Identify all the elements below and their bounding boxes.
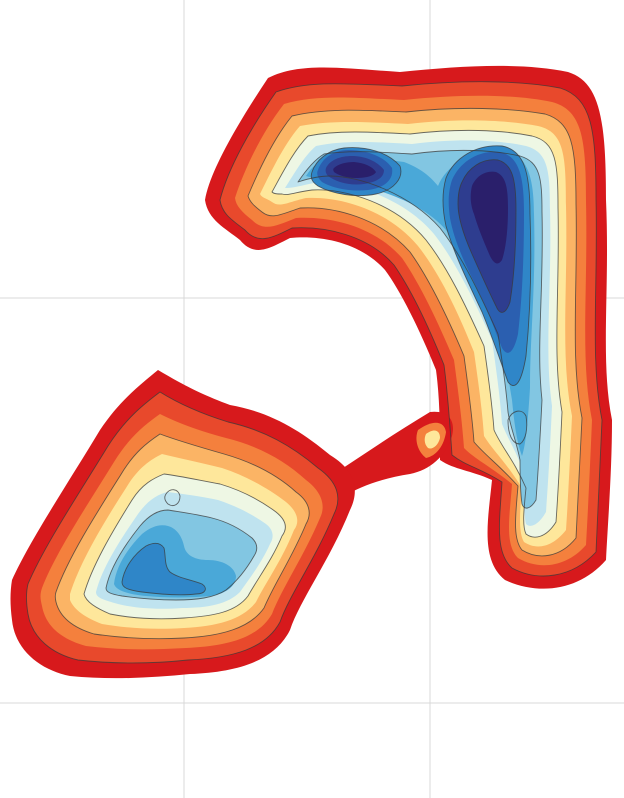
contour-line [442, 145, 532, 386]
contour-line [507, 410, 528, 445]
contour-line [310, 147, 402, 197]
connecting-channel [424, 430, 440, 449]
depth-band-lower [122, 543, 206, 595]
depth-contours [26, 81, 603, 664]
contour-line [121, 542, 206, 596]
depth-band-upper [325, 156, 516, 313]
depth-layers [10, 65, 612, 679]
contour-line [105, 509, 258, 601]
contour-line [297, 149, 543, 509]
depth-band-upper [333, 162, 508, 264]
contour-line [247, 107, 583, 557]
contour-line [26, 391, 339, 664]
contour-line [457, 159, 517, 313]
contour-line [219, 81, 603, 577]
contour-line [164, 489, 181, 507]
contour-line [271, 129, 563, 538]
contour-line [54, 433, 310, 640]
contour-line [83, 473, 286, 620]
